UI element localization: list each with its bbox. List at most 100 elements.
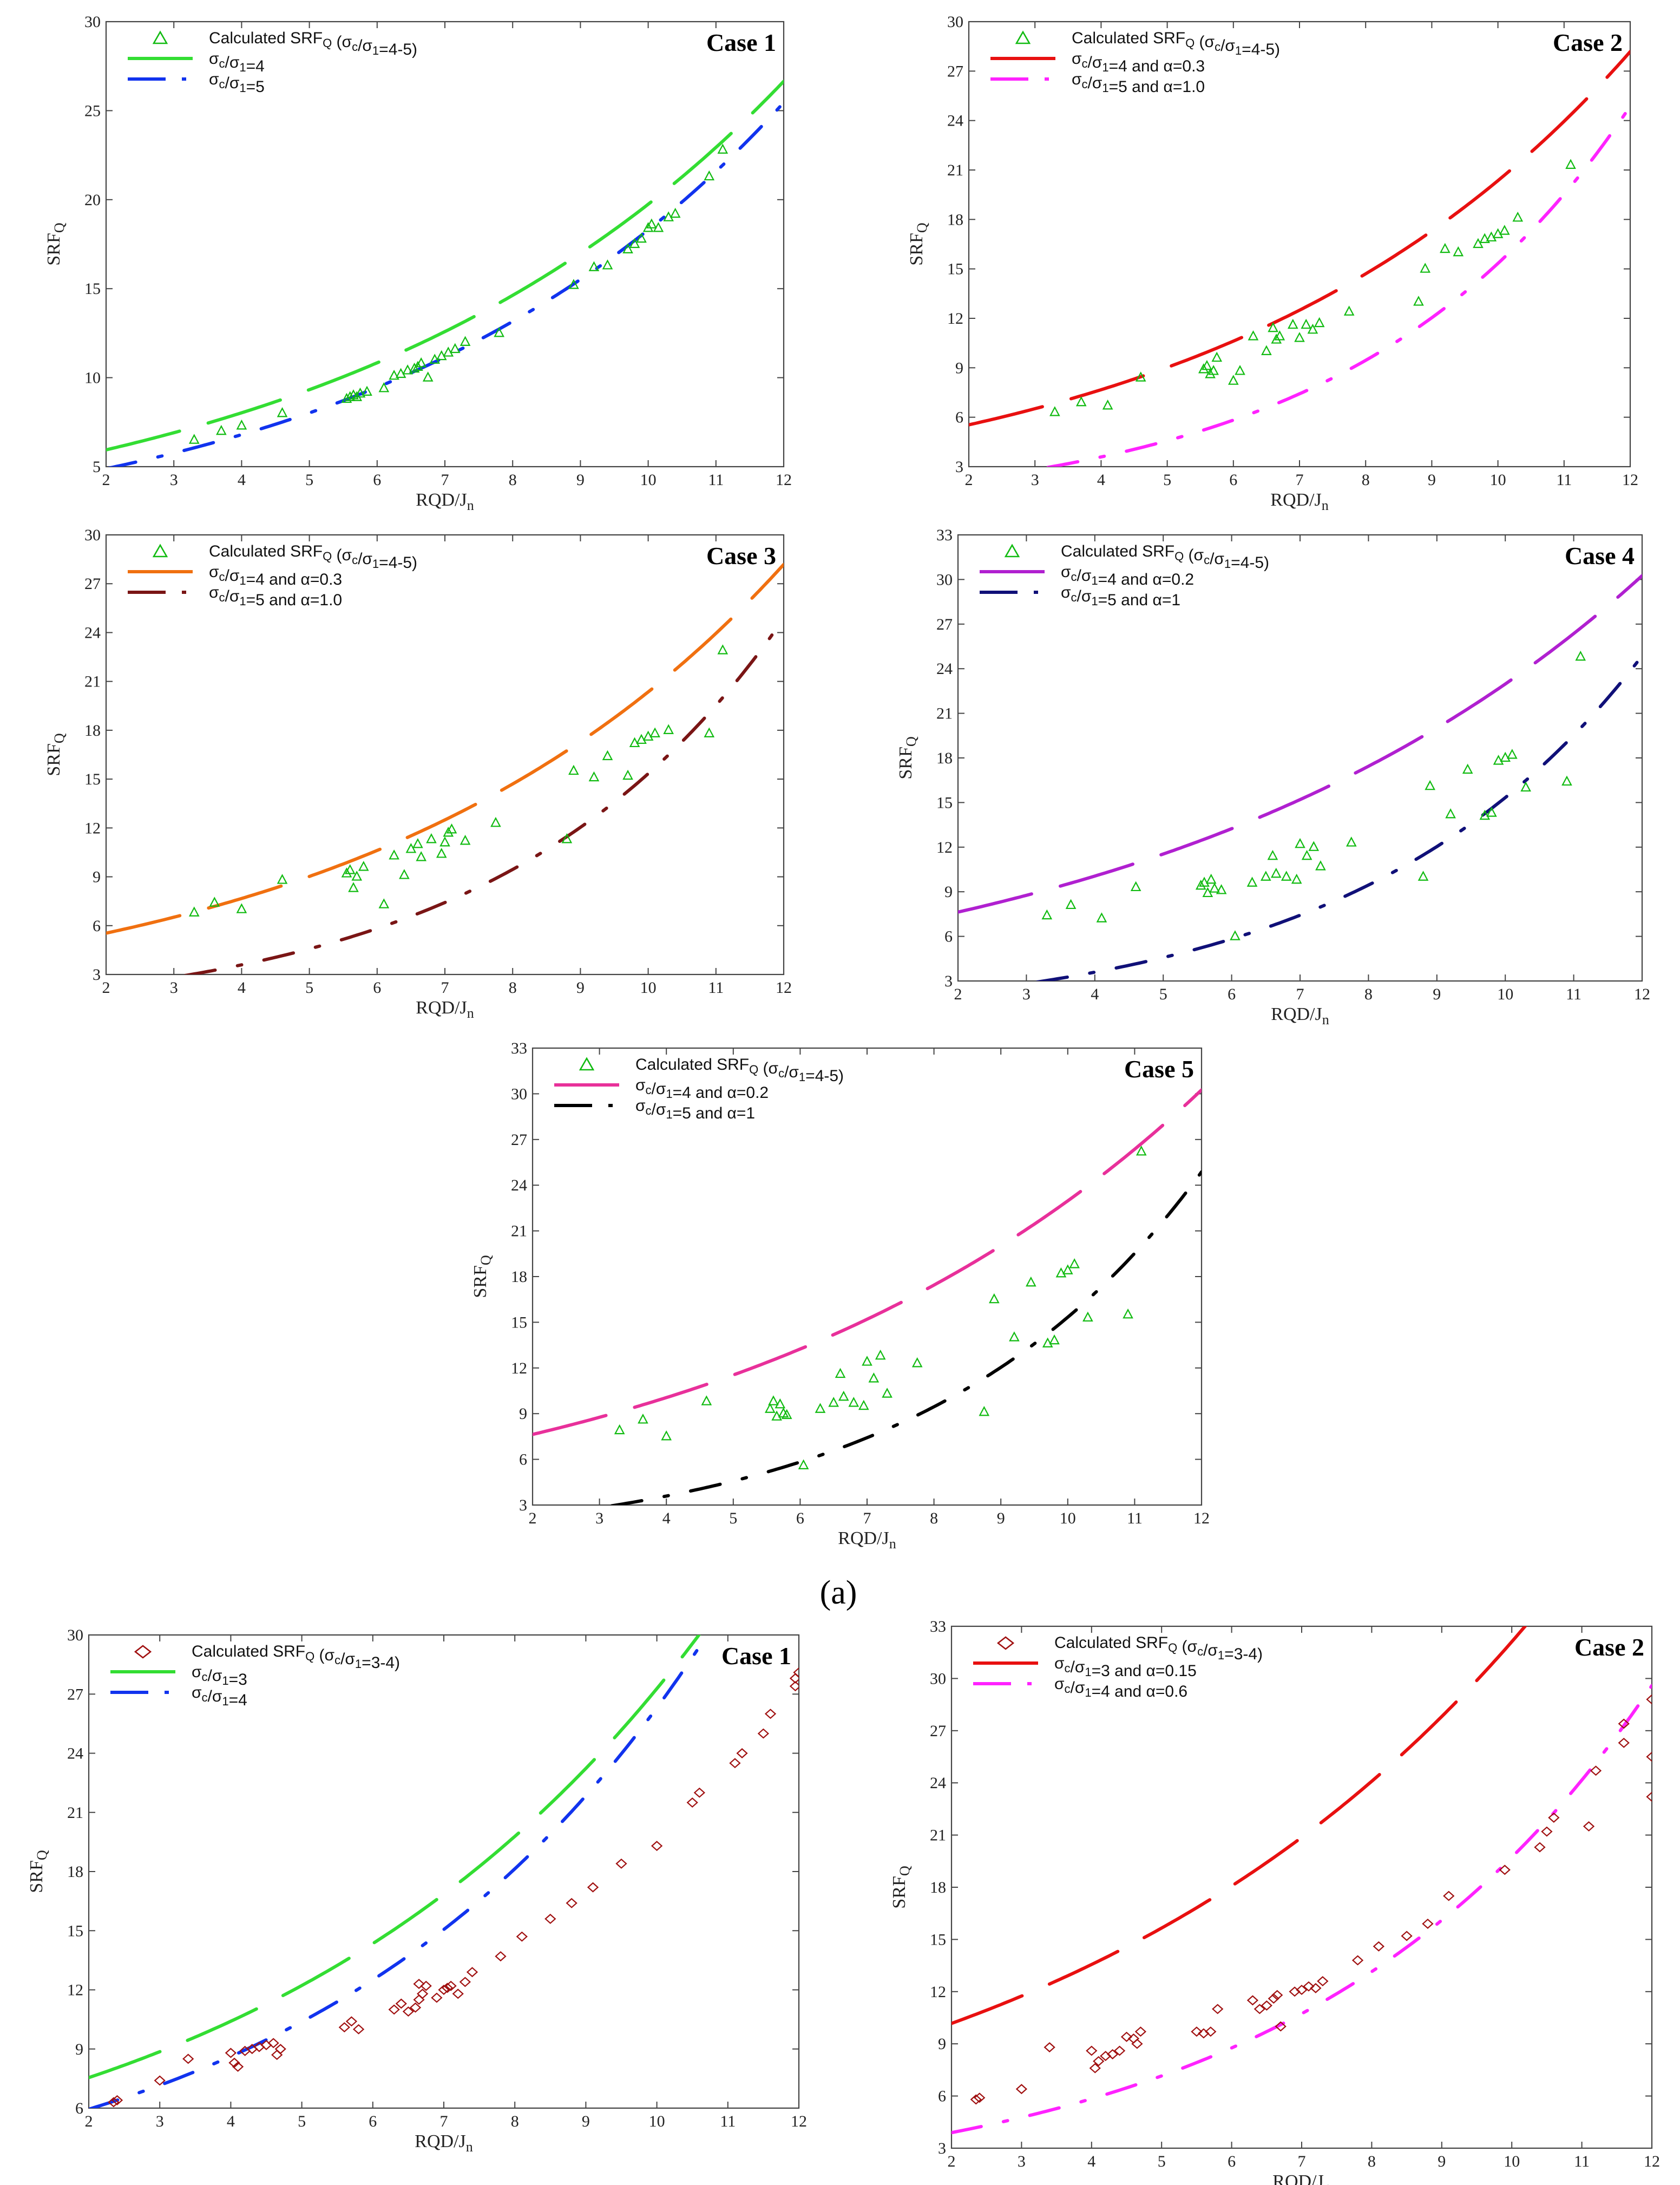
series-line-1 — [106, 562, 784, 935]
y-tick-label: 15 — [84, 280, 101, 298]
data-point — [757, 1728, 770, 1739]
y-tick-label: 6 — [944, 928, 953, 946]
y-tick-label: 12 — [930, 1983, 946, 2001]
plot-area — [958, 574, 1642, 981]
data-point — [1343, 305, 1355, 316]
x-tick-label: 11 — [708, 979, 724, 997]
data-point — [378, 898, 390, 908]
data-point — [768, 1395, 779, 1405]
x-axis-title: RQD/Jn — [1272, 2171, 1330, 2185]
y-tick-label: 12 — [936, 839, 953, 856]
legend-triangle-icon — [152, 544, 168, 558]
x-tick-label: 6 — [373, 979, 381, 997]
data-point — [1246, 876, 1258, 887]
data-point — [466, 1967, 478, 1978]
y-tick-label: 15 — [67, 1922, 83, 1940]
x-tick-label: 7 — [1296, 471, 1304, 489]
data-point — [651, 1841, 663, 1852]
data-point — [1534, 1842, 1546, 1853]
data-point — [1499, 225, 1510, 235]
data-point — [798, 1459, 809, 1469]
data-point — [1261, 2000, 1272, 2011]
data-point — [1575, 650, 1586, 661]
data-point — [1130, 881, 1141, 892]
data-point — [1209, 882, 1220, 893]
x-tick-label: 9 — [576, 979, 585, 997]
x-tick-label: 11 — [1566, 985, 1581, 1003]
data-point — [1462, 763, 1473, 774]
data-point — [1271, 333, 1282, 344]
data-point — [1294, 332, 1305, 342]
data-point — [1041, 909, 1053, 920]
data-point — [602, 259, 613, 270]
y-tick-label: 30 — [511, 1085, 527, 1103]
y-tick-label: 6 — [955, 409, 963, 427]
data-point — [693, 1787, 705, 1798]
y-tick-label: 21 — [67, 1804, 83, 1822]
x-tick-label: 6 — [369, 2112, 377, 2130]
data-point — [1212, 2004, 1224, 2014]
data-point — [1205, 368, 1216, 378]
data-point — [1268, 1993, 1279, 2004]
data-point — [1055, 1267, 1067, 1278]
data-point — [108, 2097, 120, 2108]
data-point — [717, 644, 729, 655]
data-point — [1015, 2084, 1028, 2095]
data-point — [1420, 263, 1431, 273]
case-title: Case 2 — [1574, 1633, 1644, 1661]
data-point — [1106, 2049, 1119, 2059]
x-tick-label: 10 — [1497, 985, 1513, 1003]
x-tick-label: 5 — [1163, 471, 1171, 489]
data-point — [494, 327, 504, 337]
data-point — [389, 849, 399, 860]
data-point — [1512, 211, 1524, 222]
data-point — [1422, 1919, 1434, 1929]
data-point — [277, 874, 288, 884]
x-tick-label: 12 — [776, 979, 792, 997]
case-title: Case 1 — [721, 1642, 791, 1670]
legend-triangle-icon — [152, 30, 168, 44]
y-tick-label: 3 — [955, 458, 963, 476]
y-tick-label: 21 — [930, 1827, 946, 1844]
y-tick-label: 3 — [519, 1496, 527, 1514]
y-axis-title: SRFQ — [896, 736, 919, 780]
x-tick-label: 3 — [170, 979, 178, 997]
data-point — [848, 1397, 859, 1407]
data-point — [232, 2062, 244, 2072]
data-point — [416, 851, 427, 861]
x-tick-label: 7 — [863, 1509, 871, 1527]
data-point — [1590, 1765, 1602, 1776]
x-tick-label: 5 — [298, 2112, 306, 2130]
x-tick-label: 3 — [156, 2112, 164, 2130]
data-point — [561, 833, 573, 843]
data-point — [588, 771, 600, 782]
data-point — [568, 764, 579, 775]
x-tick-label: 11 — [1556, 471, 1572, 489]
data-point — [1089, 2063, 1101, 2073]
data-point — [459, 1977, 471, 1987]
data-point — [443, 827, 454, 837]
x-tick-label: 8 — [1368, 2153, 1376, 2170]
data-point — [1136, 1145, 1147, 1156]
series-line-1 — [533, 1088, 1202, 1436]
data-point — [236, 420, 247, 430]
data-point — [1425, 780, 1435, 790]
data-point — [225, 2047, 237, 2058]
data-point — [1499, 1865, 1511, 1875]
data-point — [1548, 1812, 1560, 1823]
y-tick-label: 12 — [947, 310, 963, 328]
data-point — [236, 903, 247, 913]
x-tick-label: 8 — [1364, 985, 1373, 1003]
x-tick-label: 12 — [776, 471, 792, 489]
y-tick-label: 9 — [938, 2035, 946, 2053]
data-point — [1443, 1890, 1455, 1901]
data-point — [416, 357, 427, 368]
data-point — [1401, 1931, 1413, 1941]
x-axis-title: RQD/Jn — [415, 2131, 472, 2155]
y-tick-label: 9 — [519, 1405, 527, 1423]
y-tick-label: 21 — [511, 1222, 527, 1240]
data-point — [516, 1931, 528, 1942]
data-point — [1500, 751, 1511, 762]
data-point — [602, 750, 613, 761]
data-point — [389, 369, 399, 380]
